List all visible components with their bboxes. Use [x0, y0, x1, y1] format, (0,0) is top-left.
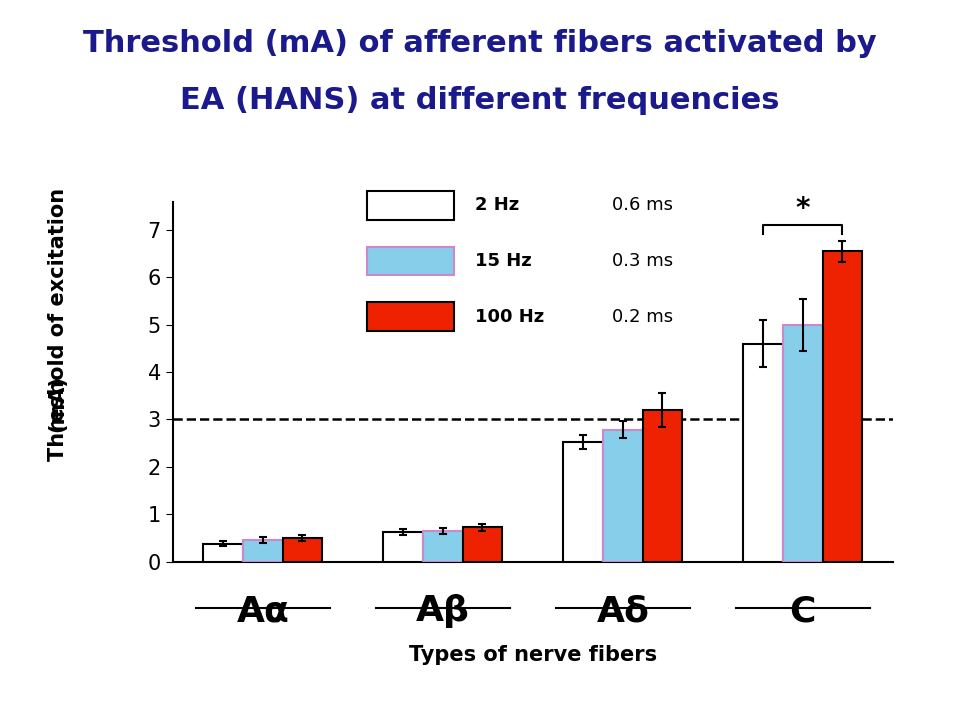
FancyBboxPatch shape — [367, 191, 454, 220]
Text: 0.2 ms: 0.2 ms — [612, 308, 673, 325]
Text: Aδ: Aδ — [596, 594, 649, 628]
Text: 100 Hz: 100 Hz — [475, 308, 544, 325]
Bar — [383, 532, 423, 562]
Text: Types of nerve fibers: Types of nerve fibers — [409, 645, 657, 665]
Bar — [823, 251, 862, 562]
Text: Threshold (mA) of afferent fibers activated by: Threshold (mA) of afferent fibers activa… — [84, 29, 876, 58]
Text: 0.3 ms: 0.3 ms — [612, 252, 673, 270]
Bar — [783, 325, 823, 562]
FancyBboxPatch shape — [367, 302, 454, 331]
Text: (mA): (mA) — [48, 375, 67, 431]
Bar — [204, 544, 243, 562]
Bar — [642, 410, 683, 562]
Bar — [463, 528, 502, 562]
Text: C: C — [790, 594, 816, 628]
Bar — [243, 540, 282, 562]
FancyBboxPatch shape — [367, 246, 454, 275]
Text: Threshold of excitation: Threshold of excitation — [48, 187, 67, 461]
Text: 0.6 ms: 0.6 ms — [612, 197, 673, 215]
Text: Aα: Aα — [236, 594, 289, 628]
Bar — [423, 531, 463, 562]
Text: 2 Hz: 2 Hz — [475, 197, 519, 215]
Bar — [603, 430, 642, 562]
Text: EA (HANS) at different frequencies: EA (HANS) at different frequencies — [180, 86, 780, 115]
Text: Aβ: Aβ — [416, 594, 469, 628]
Bar — [564, 442, 603, 562]
Bar — [743, 343, 783, 562]
Bar — [282, 538, 323, 562]
Text: *: * — [796, 195, 810, 223]
Text: 15 Hz: 15 Hz — [475, 252, 532, 270]
